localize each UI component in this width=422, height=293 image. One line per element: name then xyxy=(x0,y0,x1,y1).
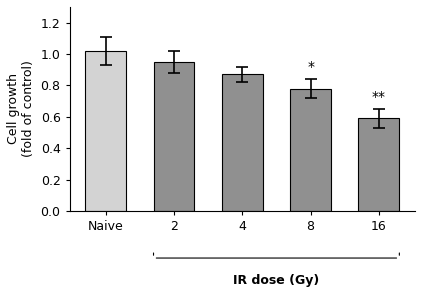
Bar xyxy=(290,88,331,211)
Y-axis label: Cell growth
(fold of control): Cell growth (fold of control) xyxy=(7,61,35,157)
Text: *: * xyxy=(307,60,314,74)
Text: IR dose (Gy): IR dose (Gy) xyxy=(233,274,319,287)
Bar xyxy=(85,51,126,211)
Bar xyxy=(222,74,263,211)
Text: **: ** xyxy=(372,90,386,104)
Bar xyxy=(154,62,195,211)
Bar xyxy=(358,118,399,211)
